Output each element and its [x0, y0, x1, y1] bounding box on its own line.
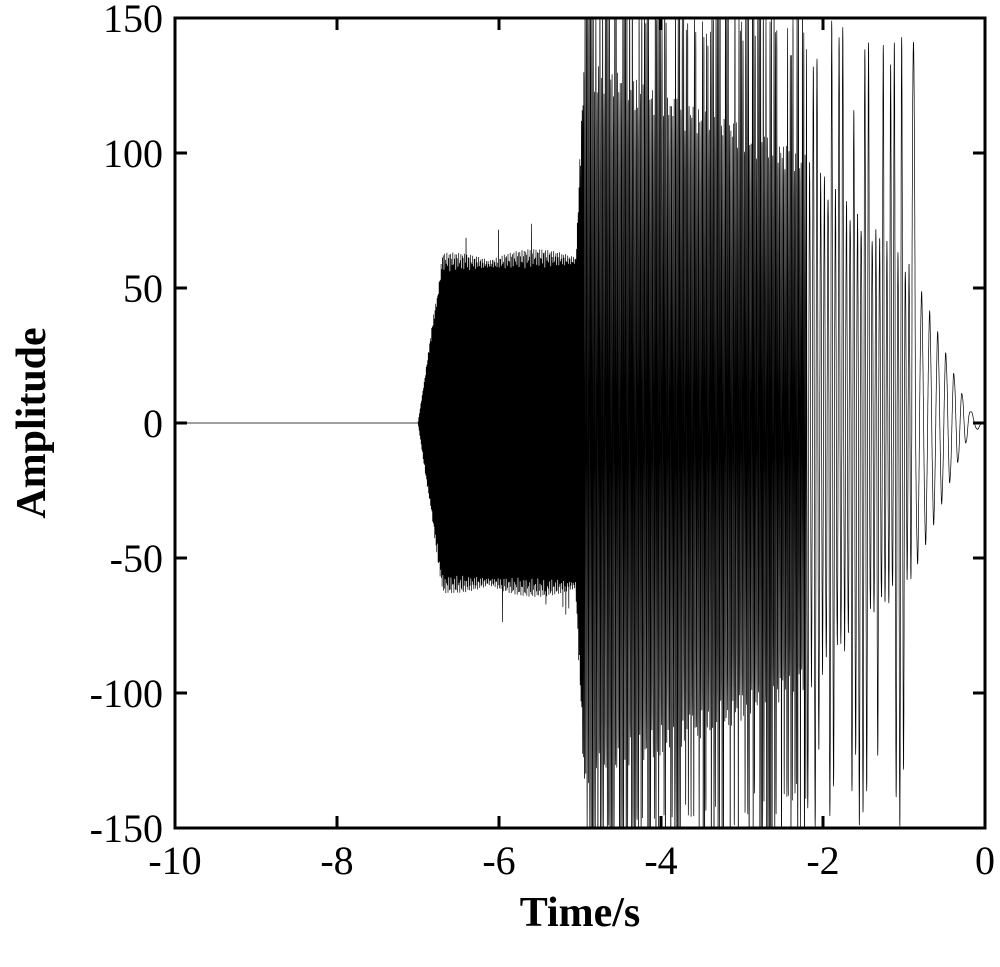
x-tick-label: -8: [320, 838, 353, 883]
y-tick-label: 0: [143, 401, 163, 446]
y-tick-label: -50: [110, 536, 163, 581]
waveform-chart: -10-8-6-4-20-150-100-50050100150Time/sAm…: [0, 0, 1000, 967]
chart-svg: -10-8-6-4-20-150-100-50050100150Time/sAm…: [0, 0, 1000, 967]
y-tick-label: 50: [123, 266, 163, 311]
x-tick-label: -2: [806, 838, 839, 883]
y-axis-label: Amplitude: [9, 327, 55, 518]
y-tick-label: 150: [103, 0, 163, 41]
y-tick-label: -150: [90, 806, 163, 851]
x-axis-label: Time/s: [520, 890, 641, 936]
y-tick-label: 100: [103, 131, 163, 176]
x-tick-label: -6: [482, 838, 515, 883]
y-tick-label: -100: [90, 671, 163, 716]
x-tick-label: 0: [975, 838, 995, 883]
x-tick-label: -4: [644, 838, 677, 883]
